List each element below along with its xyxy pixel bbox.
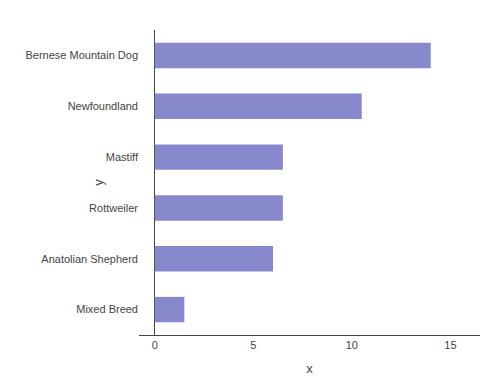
- svg-text:x: x: [306, 361, 313, 376]
- svg-text:Mastiff: Mastiff: [106, 151, 139, 163]
- svg-text:Anatolian Shepherd: Anatolian Shepherd: [41, 253, 138, 265]
- svg-text:Rottweiler: Rottweiler: [89, 202, 138, 214]
- svg-text:Mixed Breed: Mixed Breed: [76, 303, 138, 315]
- svg-text:0: 0: [152, 339, 158, 351]
- svg-text:Newfoundland: Newfoundland: [68, 100, 138, 112]
- svg-text:5: 5: [250, 339, 256, 351]
- svg-text:y: y: [91, 179, 106, 186]
- svg-text:15: 15: [444, 339, 456, 351]
- svg-text:Bernese Mountain Dog: Bernese Mountain Dog: [25, 49, 138, 61]
- svg-text:10: 10: [346, 339, 358, 351]
